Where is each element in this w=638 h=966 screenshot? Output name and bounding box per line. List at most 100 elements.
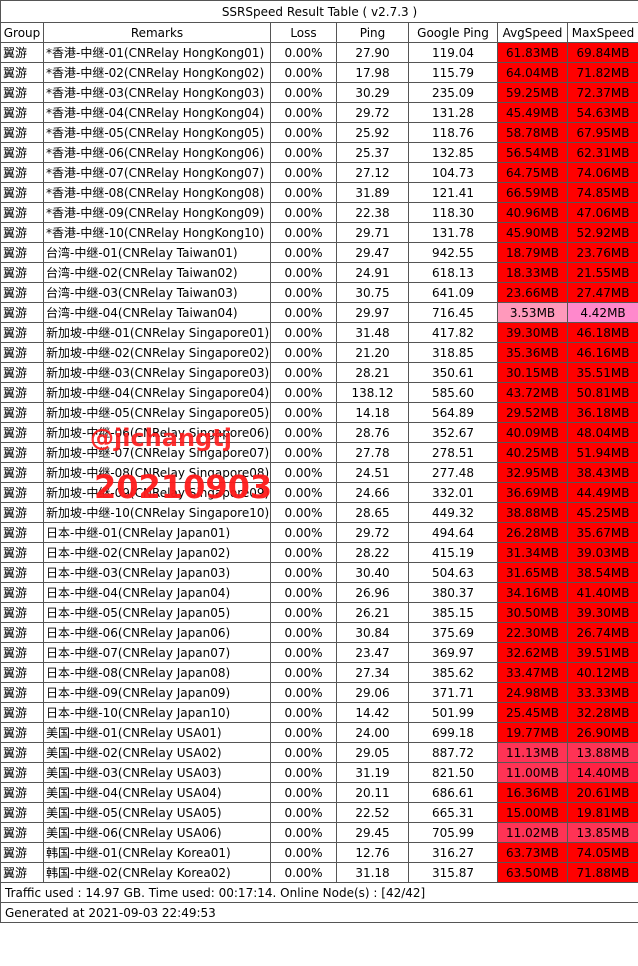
cell-group: 翼游 [0,262,44,283]
cell-remarks: 韩国-中继-01(CNRelay Korea01) [43,842,271,863]
cell-loss: 0.00% [270,682,337,703]
table-row: 翼游 新加坡-中继-02(CNRelay Singapore02) 0.00% 21.… [0,342,638,363]
cell-ping: 31.89 [336,182,409,203]
cell-avg-speed: 15.00MB [497,802,568,823]
cell-ping: 31.18 [336,862,409,883]
cell-google-ping: 417.82 [408,322,498,343]
cell-avg-speed: 18.79MB [497,242,568,263]
cell-loss: 0.00% [270,442,337,463]
cell-remarks: 新加坡-中继-04(CNRelay Singapore04) [43,382,271,403]
table-row: 翼游 新加坡-中继-05(CNRelay Singapore05) 0.00% 14.… [0,402,638,423]
cell-avg-speed: 64.75MB [497,162,568,183]
cell-group: 翼游 [0,662,44,683]
cell-remarks: 日本-中继-05(CNRelay Japan05) [43,602,271,623]
table-row: 翼游 *香港-中继-03(CNRelay HongKong03) 0.00% 30.2… [0,82,638,103]
cell-google-ping: 332.01 [408,482,498,503]
table-row: 翼游 日本-中继-09(CNRelay Japan09) 0.00% 29.06 371… [0,682,638,703]
cell-avg-speed: 35.36MB [497,342,568,363]
cell-avg-speed: 61.83MB [497,42,568,63]
cell-ping: 14.42 [336,702,409,723]
cell-avg-speed: 34.16MB [497,582,568,603]
cell-remarks: 台湾-中继-04(CNRelay Taiwan04) [43,302,271,323]
cell-loss: 0.00% [270,222,337,243]
cell-remarks: *香港-中继-10(CNRelay HongKong10) [43,222,271,243]
cell-avg-speed: 19.77MB [497,722,568,743]
cell-remarks: 新加坡-中继-09(CNRelay Singapore09) [43,482,271,503]
cell-loss: 0.00% [270,242,337,263]
table-row: 翼游 日本-中继-01(CNRelay Japan01) 0.00% 29.72 494… [0,522,638,543]
cell-loss: 0.00% [270,82,337,103]
cell-max-speed: 45.25MB [567,502,638,523]
cell-google-ping: 119.04 [408,42,498,63]
table-row: 翼游 美国-中继-03(CNRelay USA03) 0.00% 31.19 821.5… [0,762,638,783]
table-row: 翼游 美国-中继-05(CNRelay USA05) 0.00% 22.52 665.3… [0,802,638,823]
cell-google-ping: 686.61 [408,782,498,803]
cell-max-speed: 38.43MB [567,462,638,483]
cell-max-speed: 54.63MB [567,102,638,123]
cell-loss: 0.00% [270,642,337,663]
cell-google-ping: 585.60 [408,382,498,403]
cell-google-ping: 277.48 [408,462,498,483]
cell-ping: 26.21 [336,602,409,623]
cell-google-ping: 385.62 [408,662,498,683]
cell-group: 翼游 [0,342,44,363]
cell-ping: 22.52 [336,802,409,823]
table-row: 翼游 新加坡-中继-04(CNRelay Singapore04) 0.00% 138… [0,382,638,403]
cell-group: 翼游 [0,482,44,503]
cell-max-speed: 39.30MB [567,602,638,623]
cell-group: 翼游 [0,702,44,723]
cell-avg-speed: 30.15MB [497,362,568,383]
cell-remarks: *香港-中继-05(CNRelay HongKong05) [43,122,271,143]
cell-loss: 0.00% [270,142,337,163]
table-row: 翼游 台湾-中继-04(CNRelay Taiwan04) 0.00% 29.97 71… [0,302,638,323]
cell-ping: 138.12 [336,382,409,403]
cell-loss: 0.00% [270,562,337,583]
cell-avg-speed: 43.72MB [497,382,568,403]
table-row: 翼游 日本-中继-07(CNRelay Japan07) 0.00% 23.47 369… [0,642,638,663]
cell-ping: 30.84 [336,622,409,643]
cell-remarks: 新加坡-中继-03(CNRelay Singapore03) [43,362,271,383]
cell-avg-speed: 16.36MB [497,782,568,803]
cell-avg-speed: 40.25MB [497,442,568,463]
cell-avg-speed: 24.98MB [497,682,568,703]
cell-ping: 28.65 [336,502,409,523]
cell-remarks: 新加坡-中继-06(CNRelay Singapore06) [43,422,271,443]
cell-ping: 23.47 [336,642,409,663]
cell-loss: 0.00% [270,742,337,763]
cell-max-speed: 35.51MB [567,362,638,383]
cell-group: 翼游 [0,782,44,803]
cell-remarks: 日本-中继-03(CNRelay Japan03) [43,562,271,583]
cell-loss: 0.00% [270,202,337,223]
cell-ping: 27.34 [336,662,409,683]
table-row: 翼游 日本-中继-05(CNRelay Japan05) 0.00% 26.21 385… [0,602,638,623]
cell-ping: 21.20 [336,342,409,363]
header-remarks: Remarks [43,22,271,43]
cell-max-speed: 44.49MB [567,482,638,503]
cell-google-ping: 371.71 [408,682,498,703]
cell-remarks: 新加坡-中继-02(CNRelay Singapore02) [43,342,271,363]
cell-google-ping: 369.97 [408,642,498,663]
table-row: 翼游 日本-中继-02(CNRelay Japan02) 0.00% 28.22 415… [0,542,638,563]
cell-remarks: *香港-中继-09(CNRelay HongKong09) [43,202,271,223]
cell-group: 翼游 [0,642,44,663]
cell-remarks: 日本-中继-10(CNRelay Japan10) [43,702,271,723]
cell-max-speed: 47.06MB [567,202,638,223]
table-row: 翼游 韩国-中继-02(CNRelay Korea02) 0.00% 31.18 315… [0,862,638,883]
cell-remarks: 日本-中继-09(CNRelay Japan09) [43,682,271,703]
cell-avg-speed: 11.02MB [497,822,568,843]
cell-remarks: 日本-中继-08(CNRelay Japan08) [43,662,271,683]
cell-loss: 0.00% [270,762,337,783]
cell-remarks: *香港-中继-03(CNRelay HongKong03) [43,82,271,103]
cell-google-ping: 318.85 [408,342,498,363]
cell-max-speed: 62.31MB [567,142,638,163]
cell-avg-speed: 26.28MB [497,522,568,543]
cell-google-ping: 235.09 [408,82,498,103]
cell-max-speed: 33.33MB [567,682,638,703]
table-row: 翼游 日本-中继-06(CNRelay Japan06) 0.00% 30.84 375… [0,622,638,643]
cell-remarks: 日本-中继-06(CNRelay Japan06) [43,622,271,643]
cell-remarks: 美国-中继-06(CNRelay USA06) [43,822,271,843]
cell-google-ping: 618.13 [408,262,498,283]
cell-group: 翼游 [0,42,44,63]
cell-max-speed: 50.81MB [567,382,638,403]
cell-remarks: 台湾-中继-02(CNRelay Taiwan02) [43,262,271,283]
